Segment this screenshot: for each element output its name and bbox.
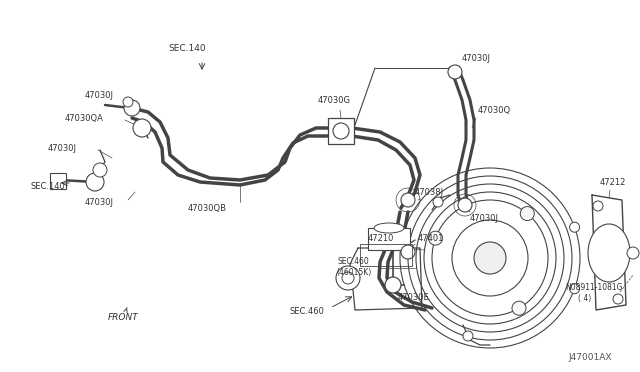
Ellipse shape: [374, 223, 404, 233]
Circle shape: [336, 266, 360, 290]
Text: 47030J: 47030J: [462, 54, 491, 62]
Circle shape: [448, 65, 462, 79]
Circle shape: [385, 277, 401, 293]
Text: 47030J: 47030J: [470, 214, 499, 222]
Text: 47030G: 47030G: [318, 96, 351, 105]
Bar: [368, 228, 410, 250]
Circle shape: [570, 222, 580, 232]
Text: 47210: 47210: [368, 234, 394, 243]
Circle shape: [458, 198, 472, 212]
Bar: [50, 173, 66, 189]
Text: 47401: 47401: [418, 234, 444, 243]
Text: SEC.140: SEC.140: [168, 44, 205, 52]
Text: SEC.460: SEC.460: [290, 308, 325, 317]
Text: 47030J: 47030J: [48, 144, 77, 153]
Circle shape: [123, 97, 133, 107]
Circle shape: [463, 331, 473, 341]
Circle shape: [133, 119, 151, 137]
Circle shape: [433, 197, 443, 207]
Ellipse shape: [333, 123, 349, 139]
Circle shape: [512, 301, 526, 315]
Text: SEC.140: SEC.140: [30, 182, 65, 190]
Ellipse shape: [588, 224, 630, 282]
Text: (46015K): (46015K): [336, 267, 371, 276]
Circle shape: [342, 272, 354, 284]
Text: SEC.460: SEC.460: [338, 257, 370, 266]
Text: 47030Q: 47030Q: [478, 106, 511, 115]
Text: 47030QB: 47030QB: [188, 203, 227, 212]
Circle shape: [593, 201, 603, 211]
Text: 47030E: 47030E: [398, 294, 429, 302]
Circle shape: [93, 163, 107, 177]
Text: J47001AX: J47001AX: [568, 353, 611, 362]
Circle shape: [627, 247, 639, 259]
Circle shape: [124, 100, 140, 116]
Circle shape: [613, 294, 623, 304]
Bar: [360, 244, 412, 266]
Circle shape: [401, 245, 415, 259]
Text: 47030J: 47030J: [85, 198, 114, 206]
Text: 47038J: 47038J: [415, 187, 444, 196]
Bar: [328, 118, 354, 144]
Text: ( 4): ( 4): [578, 294, 591, 302]
Circle shape: [570, 284, 580, 294]
Circle shape: [401, 193, 415, 207]
Text: FRONT: FRONT: [108, 308, 139, 322]
Circle shape: [86, 173, 104, 191]
Circle shape: [429, 231, 442, 245]
Text: 47030QA: 47030QA: [65, 113, 104, 122]
Text: 47030J: 47030J: [85, 90, 114, 99]
Text: N08911-1081G: N08911-1081G: [565, 283, 623, 292]
Circle shape: [520, 206, 534, 221]
Text: 47212: 47212: [600, 177, 627, 186]
Circle shape: [474, 242, 506, 274]
